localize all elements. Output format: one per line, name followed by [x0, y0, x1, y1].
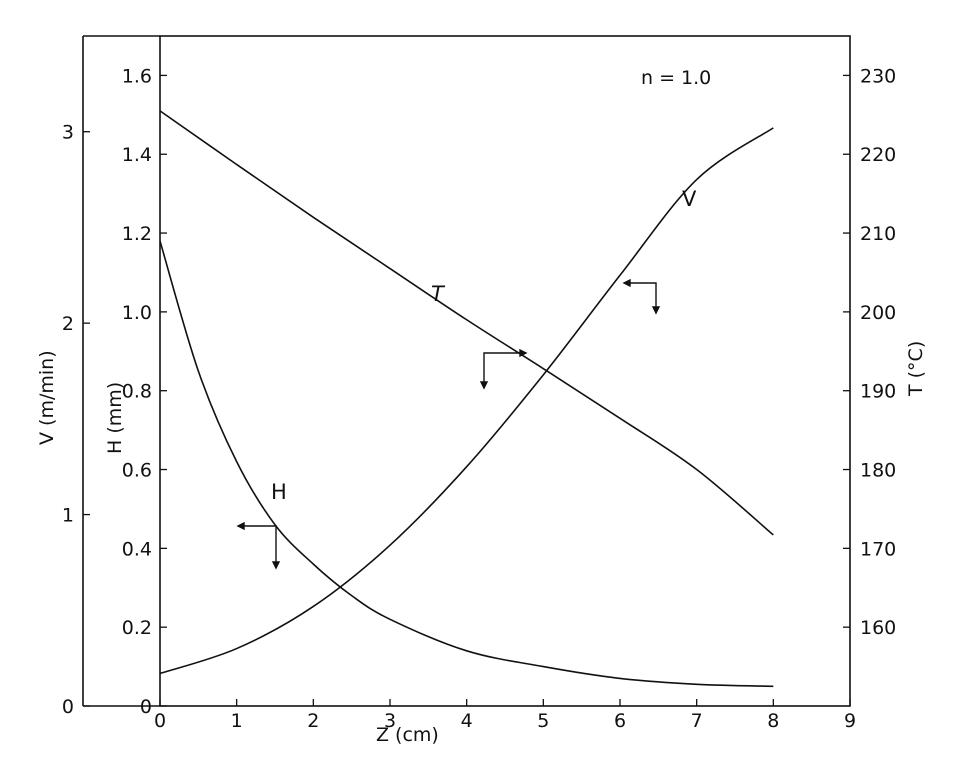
v-axis-arrow: [622, 278, 661, 315]
t-tick-label: 210: [860, 223, 896, 245]
t-tick-label: 230: [860, 65, 896, 87]
t-tick-label: 170: [860, 538, 896, 560]
h-axis-title: H (mm): [104, 382, 126, 454]
series-line-t: [159, 110, 774, 536]
t-tick-label: 200: [860, 302, 896, 324]
h-tick-label: 1.4: [122, 144, 152, 166]
x-tick-label: 5: [537, 710, 549, 732]
h-tick-label: 0.2: [122, 617, 152, 639]
v-tick-label: 1: [62, 505, 74, 527]
x-tick-label: 8: [767, 710, 779, 732]
series-line-v: [159, 127, 774, 675]
h-tick-label: 1.6: [122, 65, 152, 87]
v-tick-label: 3: [62, 122, 74, 144]
v-tick-label: 0: [62, 696, 74, 718]
t-tick-label: 180: [860, 460, 896, 482]
series-line-h: [159, 240, 774, 688]
h-tick-label: 0: [140, 696, 152, 718]
x-tick-label: 2: [307, 710, 319, 732]
t-axis-arrow: [479, 348, 528, 390]
ticks-layer: 0 1 2 3 4 5 6 7 8 9 0 0.2 0.4 0.6 0.8 1.0 1.2 1.4 1.6 0 1 2 3 1…: [62, 65, 896, 732]
x-tick-label: 0: [154, 710, 166, 732]
plot-frame: [159, 35, 851, 707]
x-tick-label: 3: [384, 710, 396, 732]
v-axis-title: V (m/min): [36, 350, 58, 445]
t-tick-label: 160: [860, 617, 896, 639]
x-tick-label: 7: [691, 710, 703, 732]
h-tick-label: 0.6: [122, 460, 152, 482]
t-tick-label: 190: [860, 381, 896, 403]
h-tick-label: 1.2: [122, 223, 152, 245]
x-tick-label: 9: [844, 710, 856, 732]
t-tick-label: 220: [860, 144, 896, 166]
h-tick-label: 0.4: [122, 538, 152, 560]
x-tick-label: 1: [231, 710, 243, 732]
x-tick-label: 4: [461, 710, 473, 732]
x-tick-label: 6: [614, 710, 626, 732]
h-curve-label: H: [271, 480, 287, 504]
h-tick-label: 0.8: [122, 381, 152, 403]
t-axis-title: T (°C): [905, 341, 927, 397]
h-axis-arrow: [236, 521, 281, 570]
h-tick-label: 1.0: [122, 302, 152, 324]
v-curve-label: V: [682, 187, 697, 211]
n-annotation: n = 1.0: [641, 67, 711, 89]
v-tick-label: 2: [62, 313, 74, 335]
curves-layer: [159, 110, 774, 688]
t-curve-label: T: [431, 282, 446, 306]
x-axis-title: Z (cm): [376, 724, 439, 746]
